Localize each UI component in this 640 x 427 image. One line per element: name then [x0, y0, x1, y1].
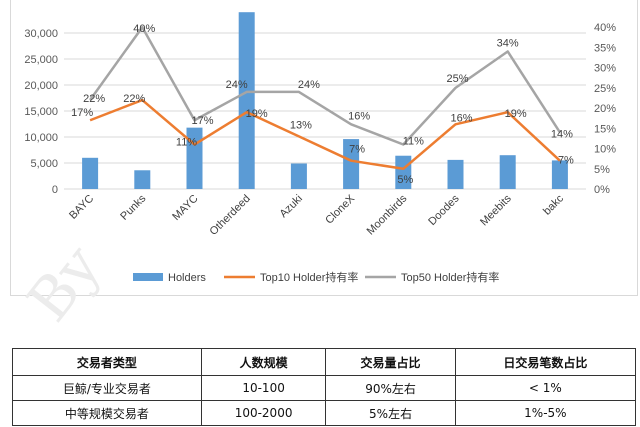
y-right-tick-label: 0% — [594, 184, 610, 196]
table-cell: < 1% — [454, 375, 637, 401]
y-right-tick-label: 25% — [594, 83, 616, 95]
bar — [290, 163, 307, 189]
top10-data-label: 16% — [450, 112, 472, 124]
y-left-tick-label: 25,000 — [24, 54, 58, 66]
bar — [134, 170, 151, 189]
legend-swatch-holders — [133, 273, 163, 281]
bar — [551, 160, 568, 189]
top10-data-label: 22% — [123, 93, 145, 105]
table-cell: 中等规模交易者 — [12, 400, 202, 426]
x-tick-label: Moonbirds — [365, 192, 410, 237]
top10-data-label: 11% — [176, 137, 197, 149]
bar — [343, 139, 360, 189]
legend-label-top10: Top10 Holder持有率 — [260, 270, 358, 284]
table-cell: 100-2000 — [200, 400, 327, 426]
legend-label-holders: Holders — [168, 272, 206, 284]
x-tick-label: Azuki — [278, 193, 306, 221]
x-tick-label: BAYC — [67, 193, 96, 222]
top10-data-label: 19% — [505, 108, 527, 120]
y-left-tick-label: 5,000 — [30, 158, 58, 170]
y-left-tick-label: 30,000 — [24, 28, 58, 40]
top50-data-label: 14% — [551, 128, 573, 140]
x-tick-label: Doodes — [426, 192, 462, 228]
trader-table: 交易者类型 人数规模 交易量占比 日交易笔数占比 巨鲸/专业交易者 10-100… — [12, 348, 637, 426]
chart: 0 5,000 10,000 15,000 20,000 25,000 30,000 0% 5%… — [24, 12, 616, 284]
table-header: 交易者类型 — [12, 348, 202, 376]
table-row: 中等规模交易者 100-2000 5%左右 1%-5% — [12, 400, 637, 426]
table-header: 人数规模 — [200, 348, 327, 376]
table-row: 巨鲸/专业交易者 10-100 90%左右 < 1% — [12, 375, 637, 401]
top50-data-label: 17% — [191, 115, 213, 127]
top10-data-label: 13% — [290, 119, 312, 131]
legend-label-top50: Top50 Holder持有率 — [401, 270, 499, 284]
table-cell: 10-100 — [200, 375, 327, 401]
x-tick-label: CloneX — [323, 192, 357, 226]
x-tick-label: Meebits — [478, 192, 514, 228]
bar — [238, 12, 255, 190]
top50-data-label: 16% — [348, 110, 370, 122]
y-left-tick-label: 0 — [52, 184, 58, 196]
y-right-tick-label: 10% — [594, 144, 616, 156]
x-tick-label: Punks — [118, 192, 148, 222]
top50-data-label: 24% — [298, 79, 320, 91]
x-tick-label: MAYC — [170, 193, 200, 223]
top50-data-label: 34% — [497, 37, 519, 49]
table-cell: 90%左右 — [325, 375, 456, 401]
top10-data-label: 7% — [349, 144, 365, 156]
top50-line — [89, 25, 561, 146]
top50-data-label: 22% — [83, 93, 105, 105]
table-header: 日交易笔数占比 — [454, 348, 637, 376]
table-header-row: 交易者类型 人数规模 交易量占比 日交易笔数占比 — [12, 348, 637, 376]
top50-data-label: 24% — [226, 79, 248, 91]
y-left-tick-label: 15,000 — [24, 106, 58, 118]
top10-line — [89, 98, 561, 171]
chart-frame — [10, 0, 638, 296]
top50-data-label: 25% — [446, 73, 468, 85]
x-tick-label: Otherdeed — [208, 193, 253, 238]
bar — [499, 155, 516, 189]
top10-data-label: 5% — [397, 174, 413, 186]
y-right-tick-label: 20% — [594, 103, 616, 115]
y-right-tick-label: 40% — [594, 22, 616, 34]
y-right-tick-label: 15% — [594, 123, 616, 135]
top10-data-label: 17% — [71, 107, 93, 119]
y-right-tick-label: 30% — [594, 63, 616, 75]
bar — [447, 159, 464, 189]
table-cell: 1%-5% — [454, 400, 637, 426]
table-cell: 5%左右 — [325, 400, 456, 426]
top10-data-label: 7% — [558, 155, 574, 167]
y-left-tick-label: 20,000 — [24, 80, 58, 92]
table-cell: 巨鲸/专业交易者 — [12, 375, 202, 401]
top10-data-label: 19% — [246, 108, 268, 120]
top50-data-label: 40% — [133, 23, 155, 35]
y-right-tick-label: 5% — [594, 164, 610, 176]
y-right-tick-label: 35% — [594, 42, 616, 54]
top50-data-label: 11% — [403, 136, 424, 148]
y-left-tick-label: 10,000 — [24, 132, 58, 144]
x-tick-label: bakc — [541, 192, 566, 217]
bar — [82, 157, 99, 189]
table-header: 交易量占比 — [325, 348, 456, 376]
